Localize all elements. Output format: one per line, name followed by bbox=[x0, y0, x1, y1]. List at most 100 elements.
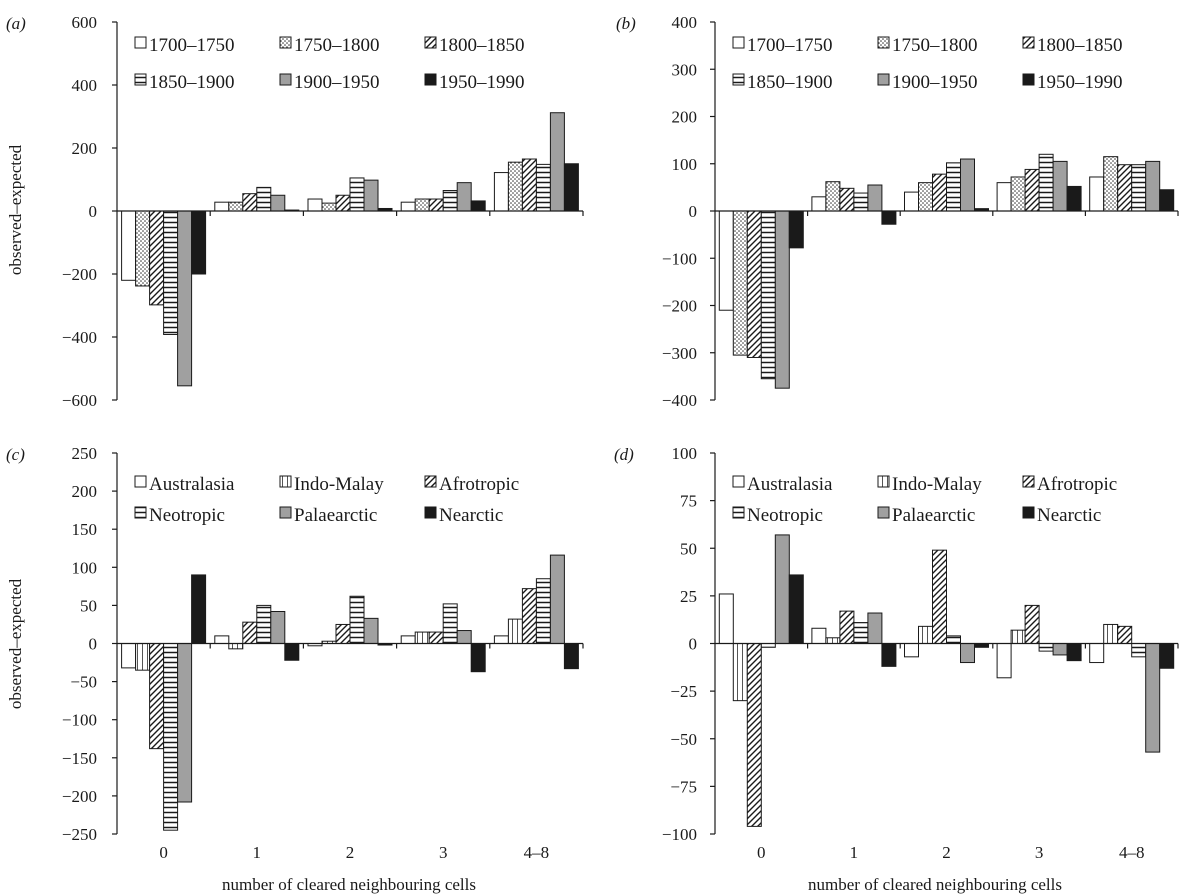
bar bbox=[521, 588, 537, 644]
bar bbox=[400, 635, 416, 645]
bar bbox=[493, 172, 509, 212]
bar bbox=[1038, 153, 1054, 212]
y-tick-label: 100 bbox=[672, 155, 698, 174]
bar-group bbox=[121, 554, 579, 831]
bar bbox=[549, 554, 565, 644]
bar bbox=[177, 643, 193, 803]
bar bbox=[811, 196, 827, 212]
legend-swatch bbox=[877, 73, 890, 86]
bar bbox=[1145, 160, 1161, 212]
y-tick-label: −75 bbox=[670, 777, 697, 796]
bar bbox=[191, 210, 207, 275]
bar bbox=[507, 618, 523, 645]
bar bbox=[946, 635, 961, 645]
legend-label: Australasia bbox=[747, 474, 833, 495]
bar bbox=[904, 643, 919, 658]
bar bbox=[428, 631, 444, 645]
bar bbox=[881, 643, 897, 667]
y-tick-label: 0 bbox=[689, 635, 698, 654]
y-tick-label: 200 bbox=[72, 139, 98, 158]
x-axis: 0 1 2 3 4–8 bbox=[715, 642, 1179, 862]
bar bbox=[718, 210, 734, 311]
y-axis: 600 400 200 0 −200 −400 −600 bbox=[62, 13, 118, 410]
legend-label: Afrotropic bbox=[439, 474, 519, 495]
y-tick-label: −50 bbox=[670, 730, 697, 749]
legend-label: 1700–1750 bbox=[747, 35, 833, 56]
bar bbox=[811, 627, 827, 645]
bar bbox=[774, 210, 790, 389]
legend-swatch bbox=[279, 475, 292, 488]
bar bbox=[1145, 643, 1161, 753]
legend: Australasia Indo-Malay Afrotropic Neotropic… bbox=[732, 474, 1117, 526]
legend-swatch bbox=[424, 36, 437, 49]
bar bbox=[1103, 623, 1119, 645]
y-tick-label: 200 bbox=[672, 108, 698, 127]
y-tick-label: 50 bbox=[680, 539, 697, 558]
y-tick-label: −200 bbox=[662, 297, 697, 316]
bar bbox=[535, 578, 551, 644]
x-tick-label: 4–8 bbox=[524, 843, 550, 862]
bar bbox=[853, 622, 869, 644]
x-tick-label: 0 bbox=[757, 843, 766, 862]
bar bbox=[1089, 643, 1105, 664]
legend-label: 1900–1950 bbox=[892, 72, 978, 93]
y-tick-label: −600 bbox=[62, 391, 97, 410]
bar bbox=[932, 173, 947, 212]
x-tick-label: 0 bbox=[159, 843, 168, 862]
bar bbox=[242, 193, 258, 212]
bar bbox=[442, 603, 458, 644]
bar bbox=[1117, 164, 1133, 212]
bar bbox=[470, 643, 486, 673]
bar bbox=[746, 210, 762, 358]
x-tick-label: 1 bbox=[253, 843, 262, 862]
bar bbox=[563, 163, 579, 212]
y-tick-label: 600 bbox=[72, 13, 98, 32]
legend-label: 1850–1900 bbox=[747, 72, 833, 93]
bar bbox=[149, 643, 165, 750]
bar bbox=[904, 191, 919, 212]
bar bbox=[825, 637, 841, 644]
bar bbox=[163, 643, 179, 831]
bar bbox=[349, 177, 365, 212]
bar bbox=[839, 187, 855, 212]
y-tick-label: 25 bbox=[680, 587, 697, 606]
x-tick-label: 2 bbox=[346, 843, 355, 862]
y-tick-label: 100 bbox=[672, 444, 698, 463]
panel-label: (a) bbox=[6, 14, 26, 33]
y-tick-label: 0 bbox=[89, 202, 98, 221]
y-tick-label: −100 bbox=[662, 249, 697, 268]
bar bbox=[960, 158, 975, 212]
y-tick-label: 75 bbox=[680, 492, 697, 511]
y-tick-label: 200 bbox=[72, 482, 98, 501]
panel-c: (c) 250 200 150 100 50 0 −50 −100 −150 −200 −250 0… bbox=[6, 444, 584, 894]
x-tick-label: 1 bbox=[850, 843, 859, 862]
legend-label: Afrotropic bbox=[1037, 474, 1117, 495]
bar bbox=[732, 643, 748, 702]
bar bbox=[946, 162, 961, 212]
bar bbox=[1010, 176, 1026, 212]
bar bbox=[442, 190, 458, 212]
y-tick-label: 400 bbox=[672, 13, 698, 32]
bar bbox=[256, 604, 272, 645]
bar bbox=[881, 210, 897, 225]
legend-swatch bbox=[424, 475, 437, 488]
legend-label: Indo-Malay bbox=[294, 474, 384, 495]
bar bbox=[349, 595, 365, 644]
y-tick-label: 100 bbox=[72, 558, 98, 577]
bar bbox=[867, 184, 883, 212]
bar bbox=[1066, 643, 1082, 662]
bar bbox=[1038, 643, 1054, 652]
bar bbox=[163, 210, 179, 335]
legend-swatch bbox=[732, 73, 745, 86]
bar bbox=[1024, 168, 1040, 212]
bar-group bbox=[121, 112, 579, 387]
x-tick-label: 4–8 bbox=[1119, 843, 1145, 862]
bar bbox=[335, 194, 351, 212]
x-axis-title: number of cleared neighbouring cells bbox=[808, 875, 1062, 894]
bar bbox=[521, 158, 537, 212]
bar bbox=[270, 610, 286, 644]
legend: Australasia Indo-Malay Afrotropic Neotropic… bbox=[134, 474, 519, 526]
bar bbox=[470, 200, 486, 212]
bar bbox=[256, 186, 272, 212]
bar bbox=[825, 181, 841, 212]
